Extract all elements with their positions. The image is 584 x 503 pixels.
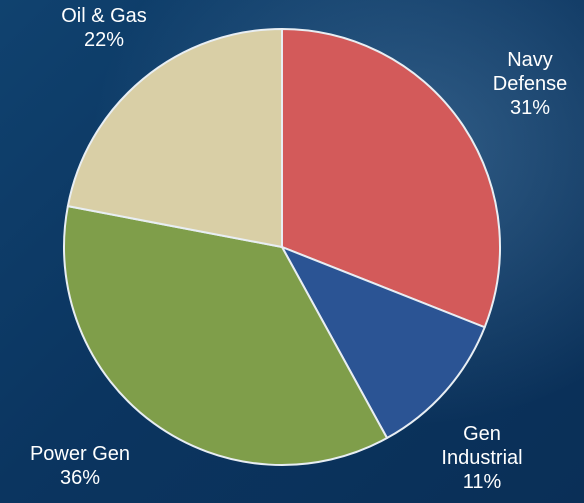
pie-slices <box>63 28 501 466</box>
slice-value-label: 31% <box>510 97 550 119</box>
pie-slice-oil-and-gas <box>66 28 283 248</box>
slice-label-power-gen: Power Gen 36% <box>30 443 130 489</box>
slice-name-label: Industrial <box>441 447 522 469</box>
slice-label-navy-defense: Navy Defense 31% <box>493 49 568 119</box>
slice-name-label: Navy <box>507 49 553 71</box>
slice-name-label: Power Gen <box>30 443 130 465</box>
slice-name-label: Oil & Gas <box>61 5 147 27</box>
slice-label-gen-industrial: Gen Industrial 11% <box>441 423 522 493</box>
slice-label-oil-and-gas: Oil & Gas 22% <box>61 5 147 51</box>
slice-value-label: 22% <box>84 29 124 51</box>
slice-value-label: 36% <box>60 467 100 489</box>
pie-slice-gen-industrial <box>281 246 486 440</box>
pie-slice-navy-defense <box>281 28 501 329</box>
slice-name-label: Defense <box>493 73 568 95</box>
slice-value-label: 11% <box>463 471 502 493</box>
slice-name-label: Gen <box>463 423 501 445</box>
slice-labels: Navy Defense 31%Gen Industrial 11%Power Gen 3… <box>30 5 567 493</box>
pie-slice-power-gen <box>63 205 389 466</box>
